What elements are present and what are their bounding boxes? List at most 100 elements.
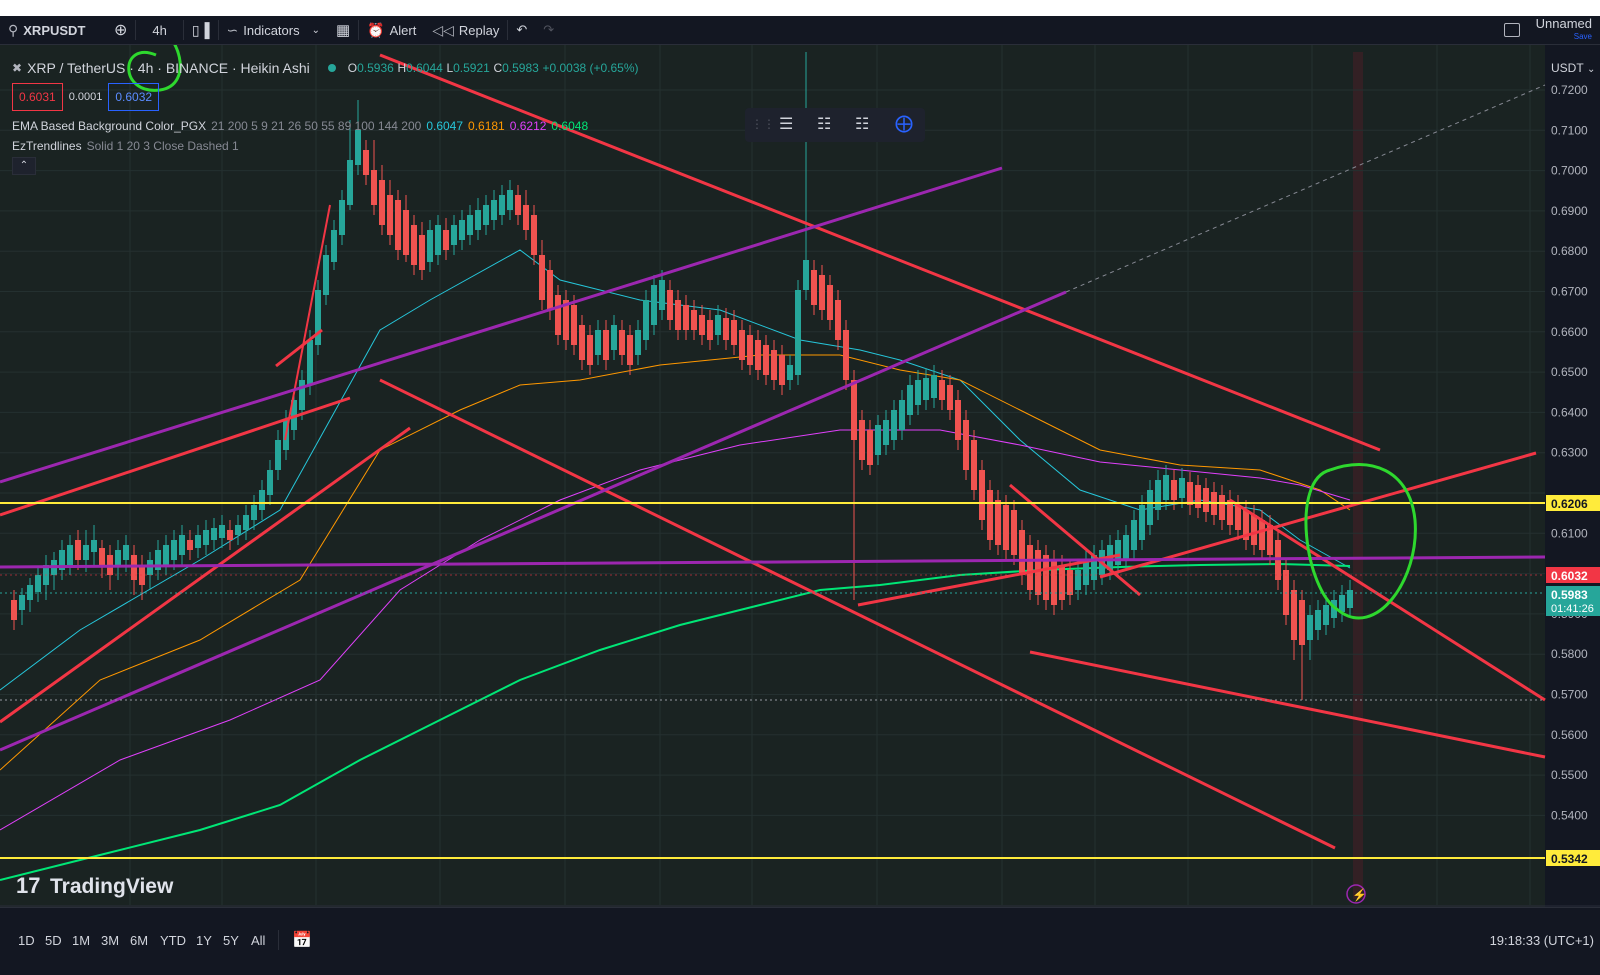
replay-button[interactable]: ◁◁ Replay: [424, 16, 507, 44]
trendline-red: [857, 553, 1121, 607]
range-button-1d[interactable]: 1D: [18, 933, 35, 948]
range-button-ytd[interactable]: YTD: [160, 933, 186, 948]
candle-body: [563, 300, 569, 340]
candle-body: [1323, 605, 1329, 625]
candle-body: [1003, 505, 1009, 550]
crosshair-icon[interactable]: ⨁: [895, 113, 913, 133]
candle-body: [555, 295, 561, 335]
indicator1-name: EMA Based Background Color_PGX: [12, 119, 207, 133]
indicator2-row[interactable]: EzTrendlines Solid 1 20 3 Close Dashed 1: [12, 136, 639, 156]
candle-body: [939, 380, 945, 400]
candle-body: [1035, 550, 1041, 595]
candle-body: [979, 470, 985, 520]
candle-body: [379, 180, 385, 225]
candle-body: [1251, 515, 1257, 545]
compare-button[interactable]: ⊕: [106, 16, 135, 44]
drag-handle-icon[interactable]: ⋮⋮: [751, 117, 775, 131]
candle-body: [955, 400, 961, 440]
undo-button[interactable]: ↶: [508, 16, 535, 44]
chart-legend: ✖ XRP / TetherUS · 4h · BINANCE · Heikin…: [12, 58, 639, 176]
candle-body: [755, 340, 761, 370]
lightning-icon[interactable]: [1346, 884, 1366, 904]
candle-body: [243, 515, 249, 530]
price-tick: 0.6100: [1551, 526, 1588, 540]
candle-body: [971, 440, 977, 490]
candle-body: [299, 380, 305, 410]
buy-button[interactable]: 0.6032: [108, 83, 160, 111]
price-tag-lower: 0.5342: [1551, 852, 1588, 866]
indicators-button[interactable]: ∽ Indicators ⌄: [219, 16, 329, 44]
candle-body: [1083, 560, 1089, 585]
candle-body: [507, 190, 513, 210]
plus-circle-icon: ⊕: [114, 22, 128, 39]
candle-body: [1203, 488, 1209, 512]
clock[interactable]: 19:18:33 (UTC+1): [1489, 933, 1594, 948]
candle-body: [307, 340, 313, 385]
range-button-3m[interactable]: 3M: [101, 933, 120, 948]
collapse-legend-button[interactable]: ⌃: [12, 157, 36, 175]
line-tool-icon[interactable]: ☰: [779, 116, 794, 133]
symbol-title[interactable]: XRP / TetherUS · 4h · BINANCE · Heikin A…: [27, 60, 310, 76]
price-tick: 0.6900: [1551, 204, 1588, 218]
candle-body: [35, 575, 41, 592]
price-tick: 0.7000: [1551, 164, 1588, 178]
candle-body: [419, 235, 425, 270]
chart-area[interactable]: USDT ⌄ 0.7200 0.7100 0.7000 0.6900 0.6800 0.670…: [0, 5, 1600, 928]
candle-body: [987, 490, 993, 540]
chart-canvas[interactable]: USDT ⌄0.72000.71000.70000.69000.68000.670…: [0, 5, 1600, 928]
candle-body: [571, 305, 577, 345]
layout-save-button[interactable]: Unnamed Save: [1528, 16, 1600, 44]
candle-body: [267, 470, 273, 495]
goto-date-icon[interactable]: 📅: [292, 932, 312, 949]
range-button-1m[interactable]: 1M: [72, 933, 91, 948]
candle-body: [1291, 590, 1297, 640]
range-button-5d[interactable]: 5D: [45, 933, 62, 948]
watermark-text: TradingView: [50, 875, 174, 898]
high-label: H: [397, 61, 407, 75]
range-button-5y[interactable]: 5Y: [223, 933, 239, 948]
indicator1-row[interactable]: EMA Based Background Color_PGX 21 200 5 …: [12, 116, 639, 136]
range-button-all[interactable]: All: [251, 933, 266, 948]
interval-button[interactable]: 4h: [136, 16, 182, 44]
top-strip: [0, 0, 1600, 16]
settings-lines-icon[interactable]: ☷: [855, 116, 870, 133]
range-button-1y[interactable]: 1Y: [196, 933, 212, 948]
redo-button[interactable]: ↷: [535, 16, 562, 44]
candle-body: [67, 545, 73, 565]
channel-tool-icon[interactable]: ☷: [817, 116, 832, 133]
sell-button[interactable]: 0.6031: [12, 83, 63, 111]
candle-body: [1171, 480, 1177, 500]
price-tick: 0.5700: [1551, 688, 1588, 702]
candle-body: [859, 420, 865, 460]
chart-type-button[interactable]: ▯▐: [184, 16, 218, 44]
candle-body: [59, 550, 65, 570]
alert-button[interactable]: ⏰ Alert: [359, 16, 424, 44]
candle-body: [867, 430, 873, 465]
candle-body: [315, 290, 321, 345]
candle-body: [675, 300, 681, 330]
candle-body: [1131, 520, 1137, 550]
symbol-search[interactable]: ⚲ XRPUSDT: [0, 16, 106, 44]
candle-body: [139, 565, 145, 585]
templates-button[interactable]: ▦: [328, 16, 358, 44]
candle-body: [219, 525, 225, 538]
candle-body: [411, 225, 417, 265]
trendline-red: [379, 53, 1381, 452]
price-tag-upper: 0.6206: [1551, 497, 1588, 511]
candle-body: [331, 230, 337, 262]
annotation-circle: [1304, 462, 1417, 620]
candle-body: [899, 400, 905, 430]
candle-body: [1187, 482, 1193, 505]
candle-body: [883, 420, 889, 445]
divider: [358, 20, 360, 40]
price-tick: 0.7100: [1551, 123, 1588, 137]
indicator2-params: Solid 1 20 3 Close Dashed 1: [86, 139, 239, 153]
undo-icon: ↶: [516, 22, 528, 37]
candle-body: [667, 290, 673, 320]
price-axis[interactable]: USDT ⌄ 0.7200 0.7100 0.7000 0.6900 0.6800 0.670…: [1546, 61, 1600, 866]
range-button-6m[interactable]: 6M: [130, 933, 149, 948]
fullscreen-button[interactable]: [1496, 16, 1528, 44]
indicator1-value-3: 0.6212: [509, 119, 547, 133]
price-tag-ask-bg: [1546, 567, 1600, 583]
indicator1-params: 21 200 5 9 21 26 50 55 89 100 144 200: [211, 119, 422, 133]
